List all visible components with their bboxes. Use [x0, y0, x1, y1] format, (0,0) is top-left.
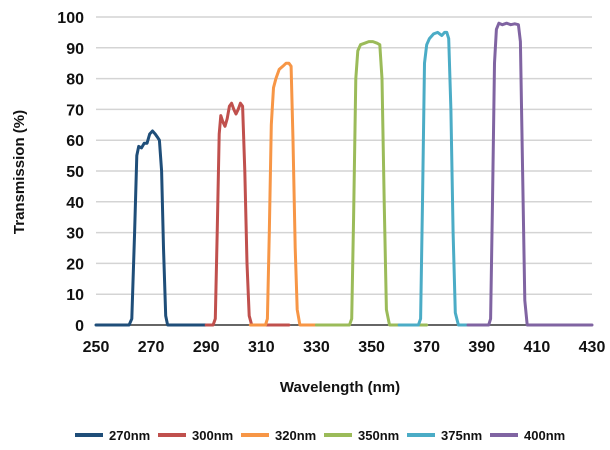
- y-tick-label: 30: [66, 226, 84, 243]
- y-tick-label: 10: [66, 287, 84, 304]
- gridlines: [96, 16, 592, 295]
- y-tick-label: 80: [66, 72, 84, 89]
- legend-label: 320nm: [275, 428, 316, 443]
- x-axis-title: Wavelength (nm): [280, 379, 400, 396]
- legend-item: 350nm: [324, 428, 399, 443]
- legend-item: 320nm: [241, 428, 316, 443]
- tick-labels: 0 10 20 30 40 50 60 70 80 90 100 250 270 290 310 330 350…: [57, 10, 605, 356]
- x-tick-label: 390: [468, 339, 495, 356]
- y-tick-label: 40: [66, 195, 84, 212]
- x-tick-label: 250: [83, 339, 110, 356]
- legend-label: 300nm: [192, 428, 233, 443]
- series-line-300nm: [204, 101, 291, 327]
- x-tick-label: 350: [358, 339, 385, 356]
- y-tick-label: 90: [66, 41, 84, 58]
- x-tick-label: 270: [138, 339, 165, 356]
- x-tick-label: 410: [524, 339, 551, 356]
- legend: 270nm 300nm 320nm 350nm 375nm 400nm: [75, 428, 565, 443]
- legend-label: 350nm: [358, 428, 399, 443]
- series-line-400nm: [466, 21, 594, 327]
- y-tick-label: 20: [66, 256, 84, 273]
- y-tick-label: 70: [66, 102, 84, 119]
- y-tick-label: 0: [75, 318, 84, 335]
- legend-label: 270nm: [109, 428, 150, 443]
- legend-item: 270nm: [75, 428, 150, 443]
- y-axis-title: Transmission (%): [11, 110, 28, 234]
- x-tick-label: 430: [579, 339, 606, 356]
- series-line-320nm: [248, 61, 346, 327]
- series-line-350nm: [314, 40, 429, 327]
- legend-label: 375nm: [441, 428, 482, 443]
- x-tick-label: 310: [248, 339, 275, 356]
- series-lines: [94, 21, 594, 327]
- legend-item: 400nm: [490, 428, 565, 443]
- series-line-375nm: [397, 30, 489, 327]
- y-tick-label: 50: [66, 164, 84, 181]
- series-line-270nm: [94, 129, 208, 327]
- x-tick-label: 370: [413, 339, 440, 356]
- x-tick-label: 290: [193, 339, 220, 356]
- y-tick-label: 60: [66, 133, 84, 150]
- x-tick-label: 330: [303, 339, 330, 356]
- legend-item: 375nm: [407, 428, 482, 443]
- y-tick-label: 100: [57, 10, 84, 27]
- legend-item: 300nm: [158, 428, 233, 443]
- legend-label: 400nm: [524, 428, 565, 443]
